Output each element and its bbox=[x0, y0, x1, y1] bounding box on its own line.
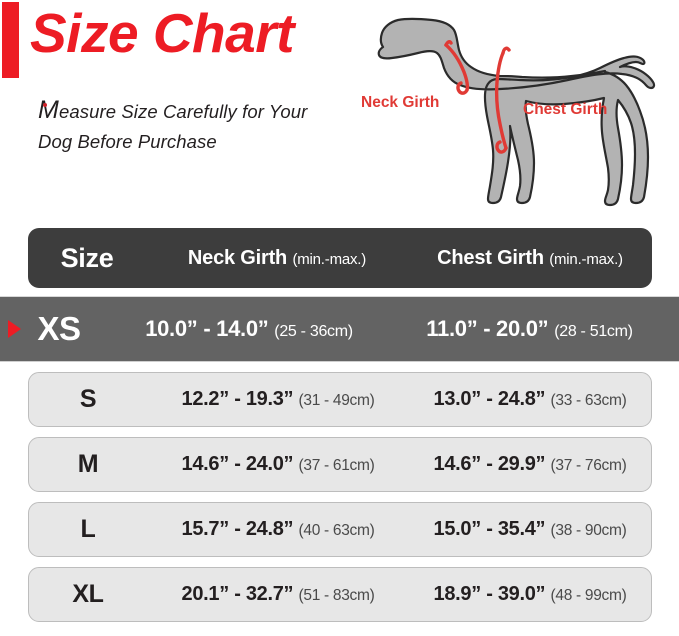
table-row[interactable]: M 14.6” - 24.0” (37 - 61cm) 14.6” - 29.9… bbox=[28, 437, 652, 492]
table-row[interactable]: L 15.7” - 24.8” (40 - 63cm) 15.0” - 35.4… bbox=[28, 502, 652, 557]
row-chest-value: 13.0” - 24.8” (33 - 63cm) bbox=[409, 388, 651, 411]
table-row[interactable]: XL 20.1” - 32.7” (51 - 83cm) 18.9” - 39.… bbox=[28, 567, 652, 622]
row-neck-value: 20.1” - 32.7” (51 - 83cm) bbox=[147, 583, 409, 606]
row-neck-value: 15.7” - 24.8” (40 - 63cm) bbox=[147, 518, 409, 541]
row-chest-inches: 14.6” - 29.9” bbox=[433, 453, 546, 475]
row-chest-value: 18.9” - 39.0” (48 - 99cm) bbox=[409, 583, 651, 606]
column-header-neck-unit: (min.-max.) bbox=[292, 250, 367, 268]
selected-marker-icon bbox=[8, 320, 21, 338]
column-header-neck: Neck Girth (min.-max.) bbox=[146, 247, 408, 270]
row-size-label: M bbox=[77, 450, 99, 478]
row-neck-cm: (51 - 83cm) bbox=[298, 587, 375, 604]
instruction-text: Measure Size Carefully for Your Dog Befo… bbox=[38, 93, 338, 155]
table-row[interactable]: S 12.2” - 19.3” (31 - 49cm) 13.0” - 24.8… bbox=[28, 372, 652, 427]
row-chest-inches: 18.9” - 39.0” bbox=[433, 583, 546, 605]
row-neck-inches: 12.2” - 19.3” bbox=[181, 388, 294, 410]
row-chest-value: 11.0” - 20.0” (28 - 51cm) bbox=[380, 316, 679, 342]
red-accent-bar bbox=[2, 2, 19, 78]
row-size-text: XS bbox=[37, 310, 81, 347]
row-size-label: L bbox=[80, 515, 96, 543]
row-neck-inches: 15.7” - 24.8” bbox=[181, 518, 294, 540]
instruction-block: Measure Size Carefully for Your Dog Befo… bbox=[38, 93, 338, 155]
row-size-label: S bbox=[79, 385, 97, 413]
row-neck-cm: (40 - 63cm) bbox=[298, 522, 375, 539]
row-neck-cm: (25 - 36cm) bbox=[274, 323, 353, 340]
chest-girth-label: Chest Girth bbox=[523, 101, 608, 118]
row-size-label: XL bbox=[72, 580, 104, 608]
column-header-chest-unit: (min.-max.) bbox=[549, 250, 623, 268]
column-header-chest-label: Chest Girth bbox=[437, 246, 544, 269]
row-neck-inches: 20.1” - 32.7” bbox=[181, 583, 294, 605]
row-chest-cm: (38 - 90cm) bbox=[550, 522, 627, 539]
page-title: Size Chart bbox=[30, 2, 294, 64]
row-chest-cm: (28 - 51cm) bbox=[554, 323, 633, 340]
row-size-label: XS bbox=[0, 310, 118, 348]
neck-girth-label: Neck Girth bbox=[361, 94, 440, 111]
row-neck-inches: 10.0” - 14.0” bbox=[145, 316, 269, 341]
table-header-row: Size Neck Girth (min.-max.) Chest Girth … bbox=[28, 228, 652, 288]
row-chest-cm: (37 - 76cm) bbox=[550, 457, 627, 474]
table-row[interactable]: XS 10.0” - 14.0” (25 - 36cm) 11.0” - 20.… bbox=[0, 296, 679, 362]
row-chest-inches: 15.0” - 35.4” bbox=[433, 518, 546, 540]
row-neck-value: 12.2” - 19.3” (31 - 49cm) bbox=[147, 388, 409, 411]
row-neck-cm: (31 - 49cm) bbox=[298, 392, 375, 409]
column-header-size: Size bbox=[60, 242, 114, 273]
instruction-lead-letter: M bbox=[38, 96, 59, 124]
instruction-rest: easure Size Carefully for Your Dog Befor… bbox=[38, 101, 308, 152]
header-section: Size Chart Measure Size Carefully for Yo… bbox=[0, 0, 679, 228]
dog-illustration bbox=[377, 17, 656, 207]
column-header-chest: Chest Girth (min.-max.) bbox=[408, 247, 652, 270]
row-neck-value: 10.0” - 14.0” (25 - 36cm) bbox=[118, 316, 380, 342]
row-chest-inches: 11.0” - 20.0” bbox=[426, 316, 549, 341]
row-neck-value: 14.6” - 24.0” (37 - 61cm) bbox=[147, 453, 409, 476]
size-table: Size Neck Girth (min.-max.) Chest Girth … bbox=[0, 228, 679, 622]
row-chest-cm: (33 - 63cm) bbox=[550, 392, 627, 409]
row-chest-value: 14.6” - 29.9” (37 - 76cm) bbox=[409, 453, 651, 476]
row-chest-cm: (48 - 99cm) bbox=[550, 587, 627, 604]
bullet-icon bbox=[43, 103, 47, 107]
row-neck-cm: (37 - 61cm) bbox=[298, 457, 375, 474]
column-header-neck-label: Neck Girth bbox=[187, 246, 288, 269]
row-chest-inches: 13.0” - 24.8” bbox=[433, 388, 546, 410]
row-chest-value: 15.0” - 35.4” (38 - 90cm) bbox=[409, 518, 651, 541]
row-neck-inches: 14.6” - 24.0” bbox=[181, 453, 294, 475]
